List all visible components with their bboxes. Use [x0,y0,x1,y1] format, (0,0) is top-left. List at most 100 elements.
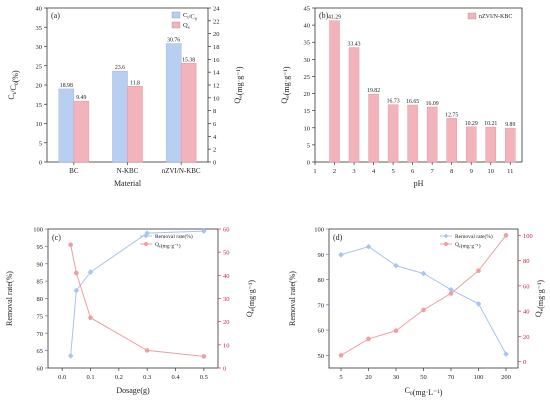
y2-tick-label: 0 [213,160,216,167]
y-tick-label: 20 [36,83,43,90]
data-point [393,262,399,269]
data-point [201,354,207,359]
x-tick-label: 5 [339,374,342,381]
bar-value-label: 11.8 [130,80,140,86]
series-line [340,235,507,356]
x-tick-label: 20 [365,374,372,381]
panel-b-frame [314,7,523,163]
bar-value-label: 9.89 [505,122,515,128]
series-line [70,244,204,357]
bar-value-label: 12.75 [445,112,458,118]
x-tick-label: 6 [411,168,415,175]
y-tick-label: 15 [36,102,43,109]
y2-tick-label: 50 [223,250,230,257]
data-point [144,348,150,353]
y2-tick-label: 10 [223,342,230,349]
x-axis-title: pH [414,179,424,188]
legend-marker [143,233,149,239]
series-line [70,230,204,356]
y-tick-label: 95 [37,244,44,251]
bar-value-label: 18.98 [60,83,73,89]
y-tick-label: 90 [318,252,325,259]
x-tick-label: 5 [391,168,394,175]
panel-c-label: (c) [52,233,61,242]
data-point [366,336,371,342]
bar-qe [505,127,516,163]
y2-tick-label: 40 [523,309,530,316]
y-tick-label: 70 [318,302,325,309]
x-tick-label: 0.1 [86,374,94,381]
y2-tick-label: 40 [223,273,230,280]
legend-swatch [467,12,477,20]
data-point [476,268,481,274]
y-tick-label: 10 [36,121,43,128]
x-tick-label: 1 [313,168,316,175]
panel-c-frame [47,228,219,369]
y2-tick-label: 2 [213,147,216,154]
panel-b-label: (b) [319,11,329,20]
y-tick-label: 20 [304,91,311,98]
y-axis-title: Ct/C0(%) [7,70,20,100]
bar-value-label: 10.29 [465,121,478,127]
legend-swatch [171,11,181,19]
bar-qe [465,126,477,163]
y-tick-label: 100 [314,227,324,234]
series-line [340,246,507,355]
bar-qe [348,47,360,163]
legend-label: Qe [183,22,190,30]
legend-label: Removal rate(%) [155,233,193,240]
y2-tick-label: 20 [223,319,230,326]
data-point [448,286,454,293]
x-tick-label: 0.5 [200,374,208,381]
data-point [73,287,80,294]
data-point [475,301,482,307]
data-point [365,243,372,250]
bar-value-label: 41.29 [328,15,341,21]
legend-swatch [171,21,181,29]
y2-axis-title: Qe(mg·g⁻¹) [233,66,244,103]
bar-qe [485,126,497,163]
x-tick-label: 10 [488,168,495,175]
y-tick-label: 80 [318,277,325,284]
y2-tick-label: 100 [523,233,533,240]
y2-tick-label: 60 [223,227,230,234]
bar-qe [387,104,399,163]
x-tick-label: 0.3 [143,374,151,381]
x-tick-label: 2 [333,168,336,175]
data-point [144,230,150,236]
data-point [67,353,74,359]
y-tick-label: 85 [37,279,44,286]
x-tick-label: 50 [420,374,427,381]
legend-marker [144,242,148,246]
panel-d-label: (d) [333,233,343,242]
x-tick-label: 0.2 [115,374,123,381]
x-tick-label: 30 [393,374,400,381]
y2-axis-title: Qe(mg·g⁻¹) [245,280,256,317]
y-tick-label: 25 [304,74,311,81]
y-tick-label: 10 [304,125,311,132]
bar-qe [368,93,379,163]
y-tick-label: 35 [304,40,311,47]
bar-qe [407,104,418,163]
legend-marker [444,242,448,246]
x-tick-label: 3 [352,168,355,175]
y-tick-label: 65 [37,348,44,355]
y2-tick-label: 8 [213,108,216,115]
y2-tick-label: 80 [523,258,530,265]
data-point [88,315,93,321]
x-tick-label: 0.0 [58,374,66,381]
panel-a: (a)0510152025303540024681012141618202224… [7,6,244,189]
y-tick-label: 5 [39,140,42,147]
bar-value-label: 9.49 [76,95,86,101]
bar-value-label: 16.73 [387,99,400,105]
data-point [448,291,454,296]
y-tick-label: 40 [36,6,43,13]
x-tick-label: 4 [372,168,376,175]
y-tick-label: 30 [36,44,43,51]
data-point [68,242,73,248]
y2-tick-label: 60 [523,283,530,290]
x-tick-label: 7 [431,168,435,175]
bar-value-label: 33.43 [348,42,361,48]
